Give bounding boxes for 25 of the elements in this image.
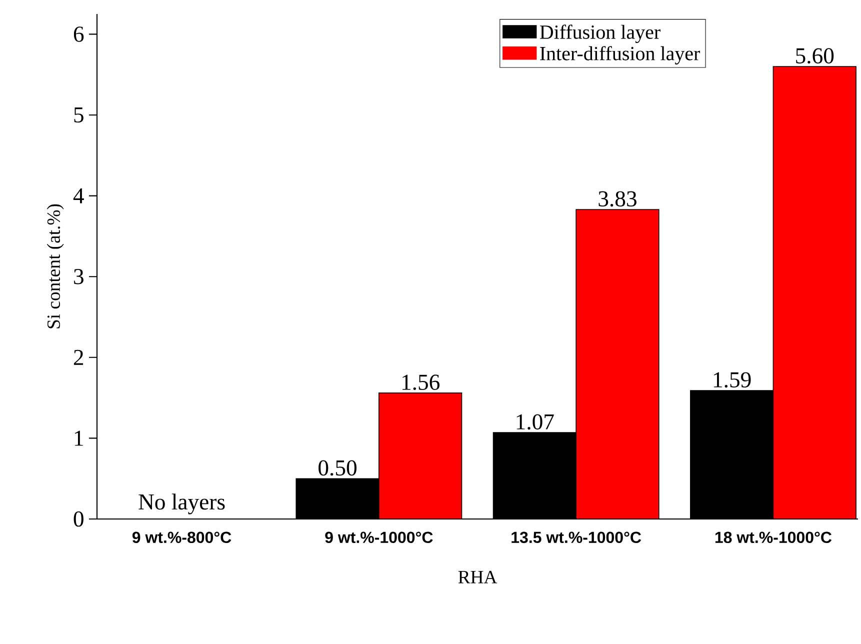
data-label: 1.59 xyxy=(714,372,751,388)
y-tick-label: 4 xyxy=(73,188,84,204)
x-tick-label: 9 wt.%-800°C xyxy=(132,532,232,544)
y-axis-title: Si content (at.%) xyxy=(46,204,64,328)
y-tick-label: 1 xyxy=(74,430,83,446)
y-tick-label: 2 xyxy=(74,350,84,365)
x-axis-title: RHA xyxy=(458,570,498,584)
y-tick-label: 6 xyxy=(74,26,84,42)
x-tick-label: 18 wt.%-1000°C xyxy=(715,532,832,544)
y-tick-label: 0 xyxy=(74,511,84,527)
x-tick-label: 13.5 wt.%-1000°C xyxy=(512,532,642,544)
annotation: No layers xyxy=(138,494,225,514)
y-tick-label: 3 xyxy=(74,268,84,284)
y-tick-label: 5 xyxy=(74,107,84,123)
data-label: 0.50 xyxy=(318,460,356,476)
data-label: 1.56 xyxy=(402,374,440,390)
data-label: 3.83 xyxy=(598,191,636,207)
bar xyxy=(378,392,462,519)
data-label: 1.07 xyxy=(516,414,554,430)
legend-label: Diffusion layer xyxy=(540,24,660,44)
bar xyxy=(576,209,660,519)
legend-label: Inter-diffusion layer xyxy=(540,46,700,64)
data-label: 5.60 xyxy=(796,48,834,64)
bar xyxy=(772,66,856,519)
x-tick-label: 9 wt.%-1000°C xyxy=(325,532,433,544)
